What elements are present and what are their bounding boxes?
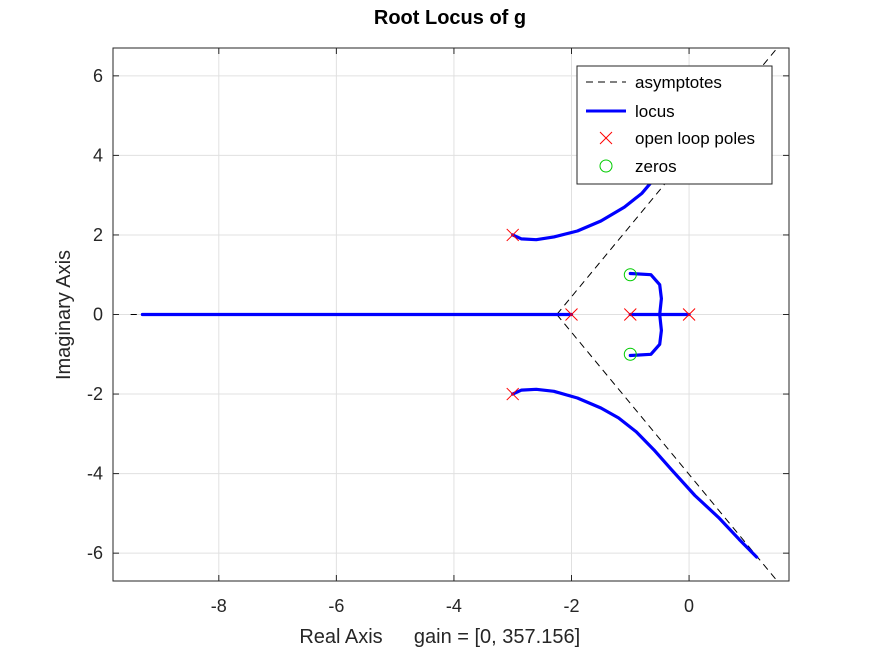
y-tick-label: -4 bbox=[87, 464, 103, 484]
x-tick-label: 0 bbox=[684, 596, 694, 616]
locus-branch bbox=[628, 271, 664, 317]
axis-ticks: -8 -6 -4 -2 0 -6 -4 -2 0 2 4 6 bbox=[87, 48, 789, 616]
x-tick-label: -4 bbox=[446, 596, 462, 616]
y-tick-label: 0 bbox=[93, 305, 103, 325]
x-axis-label: Real Axis bbox=[299, 626, 382, 648]
y-tick-label: 4 bbox=[93, 145, 103, 165]
legend-zeros-swatch bbox=[599, 159, 613, 173]
locus-branch bbox=[511, 387, 759, 559]
x-tick-label: -8 bbox=[211, 596, 227, 616]
plot-frame bbox=[112, 47, 790, 582]
pole-marker bbox=[506, 228, 520, 242]
zero-marker bbox=[623, 347, 637, 361]
pole-marker bbox=[506, 387, 520, 401]
legend-asymptotes-label: asymptotes bbox=[635, 73, 722, 92]
pole-marker bbox=[623, 308, 637, 321]
legend: asymptotes locus open loop poles zeros bbox=[576, 65, 773, 185]
y-tick-label: 2 bbox=[93, 225, 103, 245]
y-tick-label: -6 bbox=[87, 543, 103, 563]
pole-marker bbox=[682, 308, 696, 321]
legend-zeros-label: zeros bbox=[635, 157, 677, 176]
y-tick-label: -2 bbox=[87, 384, 103, 404]
chart-title: Root Locus of g bbox=[374, 7, 526, 29]
y-axis-label: Imaginary Axis bbox=[53, 250, 75, 380]
locus-branch bbox=[511, 173, 659, 242]
markers bbox=[506, 228, 696, 401]
pole-marker bbox=[565, 308, 578, 321]
x-tick-label: -2 bbox=[563, 596, 579, 616]
asymptote-line bbox=[556, 314, 778, 582]
locus-branch bbox=[628, 312, 664, 358]
legend-poles-label: open loop poles bbox=[635, 129, 755, 148]
gain-label: gain = [0, 357.156] bbox=[414, 626, 580, 648]
legend-box bbox=[576, 65, 773, 185]
x-tick-label: -6 bbox=[328, 596, 344, 616]
y-tick-label: 6 bbox=[93, 66, 103, 86]
legend-locus-label: locus bbox=[635, 102, 675, 121]
zero-marker bbox=[623, 268, 637, 282]
legend-poles-swatch bbox=[599, 131, 613, 145]
locus bbox=[140, 173, 759, 559]
